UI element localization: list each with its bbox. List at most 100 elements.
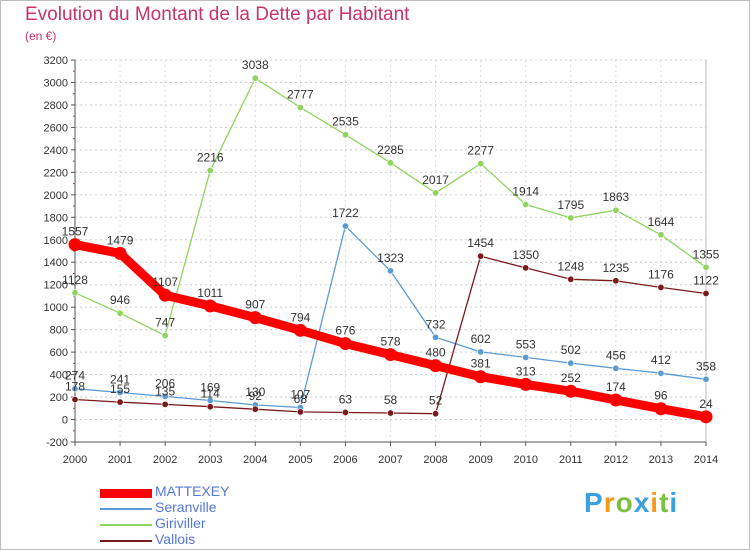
legend-item-mattexey: MATTEXEY [100,483,300,501]
data-point-mattexey [293,323,307,337]
data-point-mattexey [564,384,578,398]
data-point-mattexey [699,410,713,424]
x-tick-label: 2003 [198,454,222,466]
data-label-giriviller: 1914 [512,184,539,198]
y-tick-label: 3200 [44,55,68,67]
logo-letter: P [584,487,604,518]
data-point-mattexey [248,311,262,325]
legend-swatch [100,540,152,542]
data-label-seranville: 274 [65,369,85,383]
data-point-seranville [432,333,440,341]
legend-item-giriviller: Giriviller [100,515,300,533]
data-point-vallois [296,408,304,416]
data-label-mattexey: 313 [516,364,536,378]
data-label-seranville: 130 [245,385,265,399]
data-label-vallois: 92 [249,389,263,403]
x-tick-label: 2002 [153,454,177,466]
x-tick-label: 2006 [333,454,357,466]
data-point-mattexey [203,299,217,313]
data-label-giriviller: 946 [110,293,130,307]
data-point-giriviller [522,200,530,208]
x-tick-label: 2005 [288,454,312,466]
axes: -200 0 200 400 600 800 1000 1200 1400 1600 1800 200… [44,55,719,466]
legend-label: MATTEXEY [155,483,230,499]
data-point-vallois [251,405,259,413]
data-label-giriviller: 1644 [648,215,675,229]
data-point-vallois [116,398,124,406]
data-label-mattexey: 1107 [152,275,178,289]
data-point-giriviller [116,309,124,317]
y-tick-label: 1200 [44,280,68,292]
data-point-seranville [657,369,665,377]
data-label-giriviller: 2777 [287,88,314,102]
data-label-vallois: 68 [294,392,308,406]
x-tick-label: 2010 [513,454,537,466]
x-tick-label: 2001 [108,454,132,466]
data-label-mattexey: 676 [335,324,355,338]
data-label-seranville: 241 [110,372,130,386]
data-label-vallois: 1350 [512,248,539,262]
data-point-giriviller [341,131,349,139]
data-label-giriviller: 1128 [62,273,88,287]
data-label-giriviller: 1863 [603,190,630,204]
legend-label: Giriviller [155,515,206,531]
y-tick-label: 1000 [44,302,68,314]
data-point-vallois [657,283,665,291]
data-label-mattexey: 1479 [107,233,134,247]
data-labels: 274 241 206 169 130 107 1722 1323 732 602 553 502 45… [62,58,720,411]
data-label-mattexey: 1011 [197,286,223,300]
legend-item-vallois: Vallois [100,531,300,549]
data-label-mattexey: 174 [606,380,626,394]
data-label-vallois: 1122 [693,273,719,287]
data-point-mattexey [338,337,352,351]
data-label-seranville: 456 [606,348,626,362]
data-label-seranville: 1323 [377,251,404,265]
data-point-seranville [522,353,530,361]
data-point-seranville [116,388,124,396]
data-point-seranville [702,375,710,383]
y-tick-label: 1800 [44,212,68,224]
data-point-vallois [612,277,620,285]
data-point-giriviller [296,104,304,112]
data-point-seranville [71,385,79,393]
data-label-vallois: 1248 [557,259,584,273]
data-point-mattexey [519,377,533,391]
x-tick-label: 2007 [378,454,402,466]
data-point-giriviller [432,189,440,197]
data-point-vallois [432,410,440,418]
y-tick-label: 2400 [44,145,68,157]
logo-letter: i [669,487,679,518]
data-point-giriviller [477,160,485,168]
logo-letter: i [650,487,660,518]
chart-subtitle: (en €) [25,29,57,43]
data-point-seranville [341,222,349,230]
y-tick-label: 400 [50,370,68,382]
data-point-seranville [386,267,394,275]
data-point-vallois [522,264,530,272]
data-label-mattexey: 96 [654,389,668,403]
legend-label: Vallois [155,531,196,547]
data-point-vallois [71,396,79,404]
data-label-giriviller: 2535 [332,115,359,129]
legend: MATTEXEY Seranville Giriviller Vallois [100,483,300,549]
data-label-mattexey: 381 [471,357,491,371]
data-point-giriviller [612,206,620,214]
data-label-mattexey: 480 [426,346,446,360]
legend-swatch [100,508,152,510]
data-label-vallois: 58 [384,393,398,407]
data-point-seranville [161,392,169,400]
data-label-seranville: 358 [696,359,716,373]
data-point-mattexey [654,402,668,416]
data-label-seranville: 502 [561,343,581,357]
data-label-giriviller: 3038 [242,58,269,72]
data-label-vallois: 178 [65,380,85,394]
data-point-giriviller [206,167,214,175]
data-point-mattexey [474,370,488,384]
x-tick-label: 2009 [468,454,492,466]
data-label-vallois: 63 [339,392,353,406]
data-point-vallois [477,252,485,260]
y-tick-label: 0 [62,415,68,427]
legend-swatch [100,524,152,526]
